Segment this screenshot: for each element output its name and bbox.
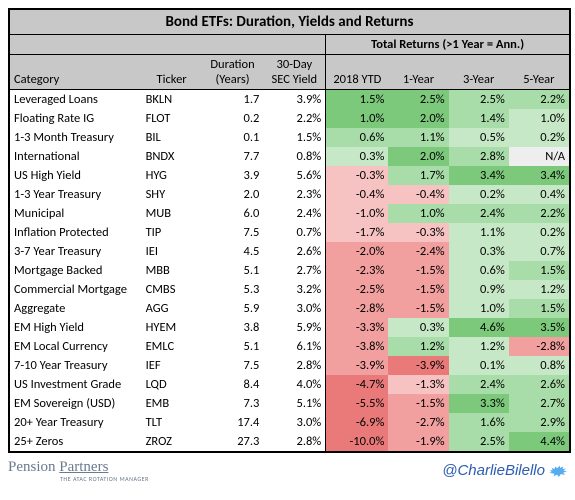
- returns-group-label: Total Returns (>1 Year = Ann.): [326, 35, 569, 55]
- col-1year: 1-Year: [388, 55, 448, 90]
- table-row: Commercial MortgageCMBS5.33.2%-2.5%-1.5%…: [10, 280, 569, 299]
- column-header-row: Category Ticker Duration(Years) 30-DaySE…: [10, 55, 569, 90]
- bond-etf-table: Bond ETFs: Duration, Yields and Returns …: [8, 8, 571, 453]
- table-row: EM Sovereign (USD)EMB7.35.1%-5.5%-1.5%3.…: [10, 394, 569, 413]
- col-category: Category: [10, 55, 142, 90]
- table-row: 25+ ZerosZROZ27.32.8%-10.0%-1.9%2.5%4.4%: [10, 432, 569, 451]
- logo: Pension Partners THE ATAC ROTATION MANAG…: [8, 457, 149, 483]
- col-sec-yield: 30-DaySEC Yield: [263, 55, 325, 90]
- title-row: Bond ETFs: Duration, Yields and Returns: [10, 10, 569, 35]
- col-ytd: 2018 YTD: [326, 55, 389, 90]
- group-left-blank: [10, 35, 326, 55]
- table-title: Bond ETFs: Duration, Yields and Returns: [10, 10, 569, 35]
- table-row: Leveraged LoansBKLN1.73.9%1.5%2.5%2.5%2.…: [10, 90, 569, 110]
- table-row: InternationalBNDX7.70.8%0.3%2.0%2.8%N/A: [10, 147, 569, 166]
- col-duration: Duration(Years): [202, 55, 264, 90]
- twitter-icon: [549, 464, 567, 478]
- table-row: 7-10 Year TreasuryIEF7.52.8%-3.9%-3.9%0.…: [10, 356, 569, 375]
- footer: Pension Partners THE ATAC ROTATION MANAG…: [8, 453, 567, 483]
- table-row: Inflation ProtectedTIP7.50.7%-1.7%-0.3%1…: [10, 223, 569, 242]
- table-row: 20+ Year TreasuryTLT17.43.0%-6.9%-2.7%1.…: [10, 413, 569, 432]
- table-row: US High YieldHYG3.95.6%-0.3%1.7%3.4%3.4%: [10, 166, 569, 185]
- table-row: AggregateAGG5.93.0%-2.8%-1.5%1.0%1.5%: [10, 299, 569, 318]
- group-header-row: Total Returns (>1 Year = Ann.): [10, 35, 569, 55]
- table-row: US Investment GradeLQD8.44.0%-4.7%-1.3%2…: [10, 375, 569, 394]
- logo-subtitle: THE ATAC ROTATION MANAGER: [60, 475, 149, 483]
- col-3year: 3-Year: [449, 55, 509, 90]
- col-5year: 5-Year: [509, 55, 569, 90]
- table-row: 1-3 Year TreasurySHY2.02.3%-0.4%-0.4%0.2…: [10, 185, 569, 204]
- col-ticker: Ticker: [142, 55, 202, 90]
- twitter-handle: @CharlieBilello: [442, 461, 567, 480]
- table-row: EM High YieldHYEM3.85.9%-3.3%0.3%4.6%3.5…: [10, 318, 569, 337]
- table-row: EM Local CurrencyEMLC5.16.1%-3.8%1.2%1.2…: [10, 337, 569, 356]
- table-row: Mortgage BackedMBB5.12.7%-2.3%-1.5%0.6%1…: [10, 261, 569, 280]
- table-row: 1-3 Month TreasuryBIL0.11.5%0.6%1.1%0.5%…: [10, 128, 569, 147]
- table-row: MunicipalMUB6.02.4%-1.0%1.0%2.4%2.2%: [10, 204, 569, 223]
- table-row: 3-7 Year TreasuryIEI4.52.6%-2.0%-2.4%0.3…: [10, 242, 569, 261]
- table-row: Floating Rate IGFLOT0.22.2%1.0%2.0%1.4%1…: [10, 109, 569, 128]
